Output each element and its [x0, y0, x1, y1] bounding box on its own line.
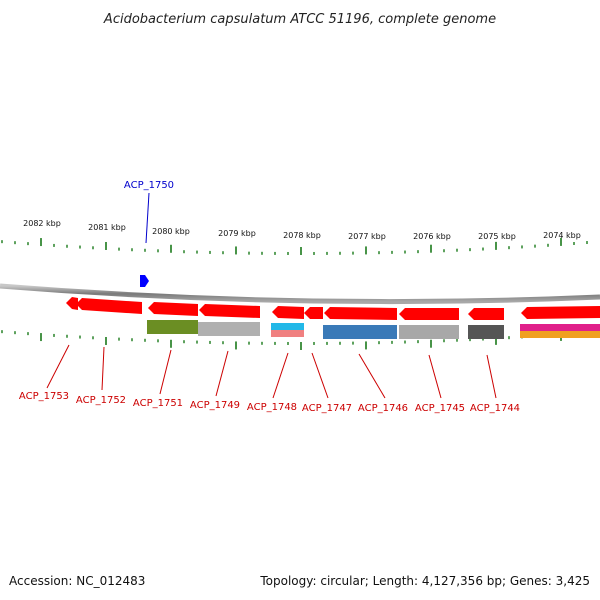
gene-label-leader — [428, 354, 442, 399]
gene-arrow-forward[interactable] — [140, 275, 149, 287]
gene-arrow-reverse[interactable] — [76, 298, 142, 314]
gene-acp-1744[interactable] — [468, 308, 504, 339]
gene-label-leader — [159, 349, 172, 395]
gene-arrow-reverse[interactable] — [468, 308, 504, 320]
gene-acp-1753[interactable] — [66, 297, 78, 310]
scale-label: 2074 kbp — [543, 231, 581, 240]
gene-acp-1749[interactable] — [198, 304, 260, 336]
cog-bar — [399, 325, 459, 339]
cog-bar — [147, 320, 198, 334]
gene-arrow-reverse[interactable] — [521, 306, 600, 319]
cog-bar — [520, 331, 600, 338]
gene-arrow-reverse[interactable] — [304, 307, 323, 319]
scale-label: 2076 kbp — [413, 232, 451, 241]
cog-bar — [271, 323, 304, 330]
scale-label: 2082 kbp — [23, 219, 61, 228]
scale-label: 2077 kbp — [348, 232, 386, 241]
gene-label[interactable]: ACP_1746 — [358, 403, 408, 414]
gene-label[interactable]: ACP_1752 — [76, 395, 126, 406]
genome-summary: Topology: circular; Length: 4,127,356 bp… — [260, 574, 590, 588]
gene-label-leader — [101, 346, 105, 391]
gene-acp-1747[interactable] — [304, 307, 323, 319]
gene-arrow-reverse[interactable] — [66, 297, 78, 310]
gene-label[interactable]: ACP_1750 — [124, 180, 174, 191]
scale-label: 2079 kbp — [218, 229, 256, 238]
cog-bar — [323, 325, 397, 339]
gene-acp-1750[interactable]: ACP_1750 — [124, 180, 174, 287]
gene-arrow-reverse[interactable] — [199, 304, 260, 318]
gene-label[interactable]: ACP_1745 — [415, 403, 465, 414]
gene-arrow-reverse[interactable] — [272, 306, 304, 319]
gene-label[interactable]: ACP_1753 — [19, 391, 69, 402]
scale-ticks-upper — [1, 237, 588, 255]
scale-label: 2081 kbp — [88, 223, 126, 232]
gene-acp-1746[interactable] — [323, 307, 397, 339]
gene-unlabeled[interactable] — [520, 306, 600, 338]
accession-label: Accession: NC_012483 — [9, 574, 146, 588]
gene-label-leader — [358, 353, 386, 399]
cog-bar — [468, 325, 504, 339]
gene-label[interactable]: ACP_1744 — [470, 403, 520, 414]
scale-label: 2075 kbp — [478, 232, 516, 241]
genome-backbone — [0, 283, 600, 305]
gene-label-leader — [486, 354, 497, 399]
gene-label-leader — [46, 344, 70, 389]
gene-label[interactable]: ACP_1747 — [302, 403, 352, 414]
scale-label: 2078 kbp — [283, 231, 321, 240]
cog-bar — [198, 322, 260, 336]
cog-bar — [520, 324, 600, 331]
gene-acp-1745[interactable] — [399, 308, 459, 339]
gene-label[interactable]: ACP_1751 — [133, 398, 183, 409]
gene-label-leader — [311, 352, 329, 399]
gene-arrow-reverse[interactable] — [399, 308, 459, 320]
gene-label-leader — [272, 352, 289, 399]
scale-label: 2080 kbp — [152, 227, 190, 236]
map-title: Acidobacterium capsulatum ATCC 51196, co… — [103, 12, 496, 27]
gene-labels: ACP_1753 ACP_1752 ACP_1751 ACP_1749 ACP_… — [19, 344, 520, 414]
cog-bar — [271, 330, 304, 337]
gene-label-leader — [215, 350, 229, 397]
gene-label[interactable]: ACP_1749 — [190, 400, 240, 411]
gene-acp-1748[interactable] — [271, 306, 304, 337]
gene-arrow-reverse[interactable] — [324, 307, 397, 320]
gene-label-leader — [145, 192, 150, 244]
gene-arrow-reverse[interactable] — [148, 302, 198, 316]
gene-acp-1751[interactable] — [147, 302, 198, 334]
gene-acp-1752[interactable] — [76, 298, 142, 314]
gene-label[interactable]: ACP_1748 — [247, 402, 297, 413]
